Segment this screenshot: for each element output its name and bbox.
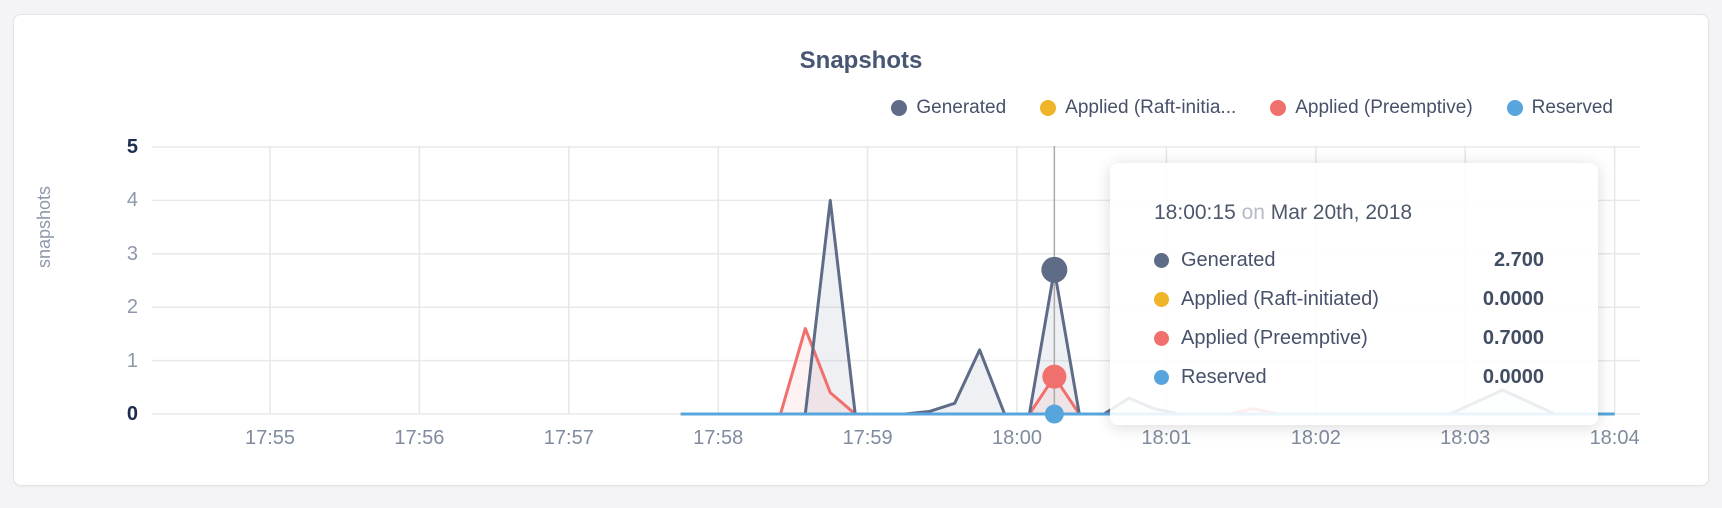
x-tick-label: 18:01 — [1141, 427, 1192, 449]
highlight-dot — [1044, 404, 1064, 424]
tooltip-row: Generated 2.700 — [1154, 241, 1544, 280]
x-tick-label: 17:56 — [394, 427, 445, 449]
highlight-dot — [1042, 364, 1067, 389]
legend-dot-icon — [1040, 100, 1057, 116]
tooltip-row: Applied (Preemptive) 0.7000 — [1154, 319, 1544, 358]
x-tick-label: 18:04 — [1589, 427, 1640, 449]
tooltip-series-dot-icon — [1154, 292, 1169, 307]
legend-item[interactable]: Applied (Preemptive) — [1270, 97, 1473, 119]
legend: Generated Applied (Raft-initia... Applied … — [891, 96, 1613, 120]
legend-label: Applied (Preemptive) — [1295, 97, 1473, 118]
tooltip-title: 18:00:15 on Mar 20th, 2018 — [1154, 199, 1544, 227]
tooltip-series-label: Applied (Raft-initiated) — [1181, 288, 1379, 310]
tooltip-series-value: 0.7000 — [1482, 327, 1544, 349]
tooltip-series-label: Generated — [1181, 249, 1276, 271]
x-tick-label: 17:58 — [693, 427, 744, 449]
legend-dot-icon — [891, 100, 908, 116]
tooltip-series-dot-icon — [1154, 253, 1169, 268]
highlight-dot — [1041, 256, 1068, 283]
legend-dot-icon — [1506, 100, 1523, 116]
tooltip-series-dot-icon — [1154, 370, 1169, 385]
y-tick-label: 2 — [126, 296, 138, 319]
y-tick-label: 3 — [126, 242, 138, 265]
x-tick-label: 18:00 — [991, 427, 1043, 449]
legend-item[interactable]: Reserved — [1506, 97, 1613, 119]
tooltip-row: Applied (Raft-initiated) 0.0000 — [1154, 280, 1544, 319]
tooltip-date: Mar 20th, 2018 — [1270, 201, 1413, 224]
tooltip-row: Reserved 0.0000 — [1154, 358, 1544, 397]
tooltip-series-value: 2.700 — [1493, 249, 1544, 271]
hover-tooltip: 18:00:15 on Mar 20th, 2018 Generated 2.70… — [1110, 163, 1598, 425]
legend-item[interactable]: Generated — [891, 97, 1006, 119]
x-tick-label: 17:59 — [842, 427, 893, 449]
legend-label: Generated — [916, 97, 1007, 118]
tooltip-conjunction: on — [1241, 201, 1265, 224]
tooltip-series-value: 0.0000 — [1482, 288, 1544, 310]
tooltip-series-value: 0.0000 — [1482, 366, 1544, 388]
x-tick-label: 17:55 — [244, 427, 296, 449]
tooltip-series-label: Reserved — [1181, 366, 1267, 388]
x-tick-label: 18:03 — [1440, 427, 1491, 449]
y-tick-label: 4 — [126, 189, 138, 212]
tooltip-time: 18:00:15 — [1154, 201, 1236, 224]
chart-title: Snapshots — [799, 47, 923, 74]
y-tick-label: 0 — [126, 403, 138, 425]
y-tick-label: 5 — [126, 136, 138, 158]
legend-item[interactable]: Applied (Raft-initia... — [1040, 97, 1236, 119]
legend-label: Applied (Raft-initia... — [1065, 97, 1237, 118]
x-tick-label: 18:02 — [1290, 427, 1341, 449]
y-tick-label: 1 — [126, 349, 138, 372]
tooltip-series-label: Applied (Preemptive) — [1181, 327, 1368, 349]
tooltip-series-dot-icon — [1154, 331, 1169, 346]
tooltip-rows: Generated 2.700 Applied (Raft-initiated) 0.… — [1154, 241, 1544, 397]
x-tick-label: 17:57 — [543, 427, 594, 449]
legend-label: Reserved — [1531, 97, 1613, 118]
legend-dot-icon — [1270, 100, 1287, 116]
